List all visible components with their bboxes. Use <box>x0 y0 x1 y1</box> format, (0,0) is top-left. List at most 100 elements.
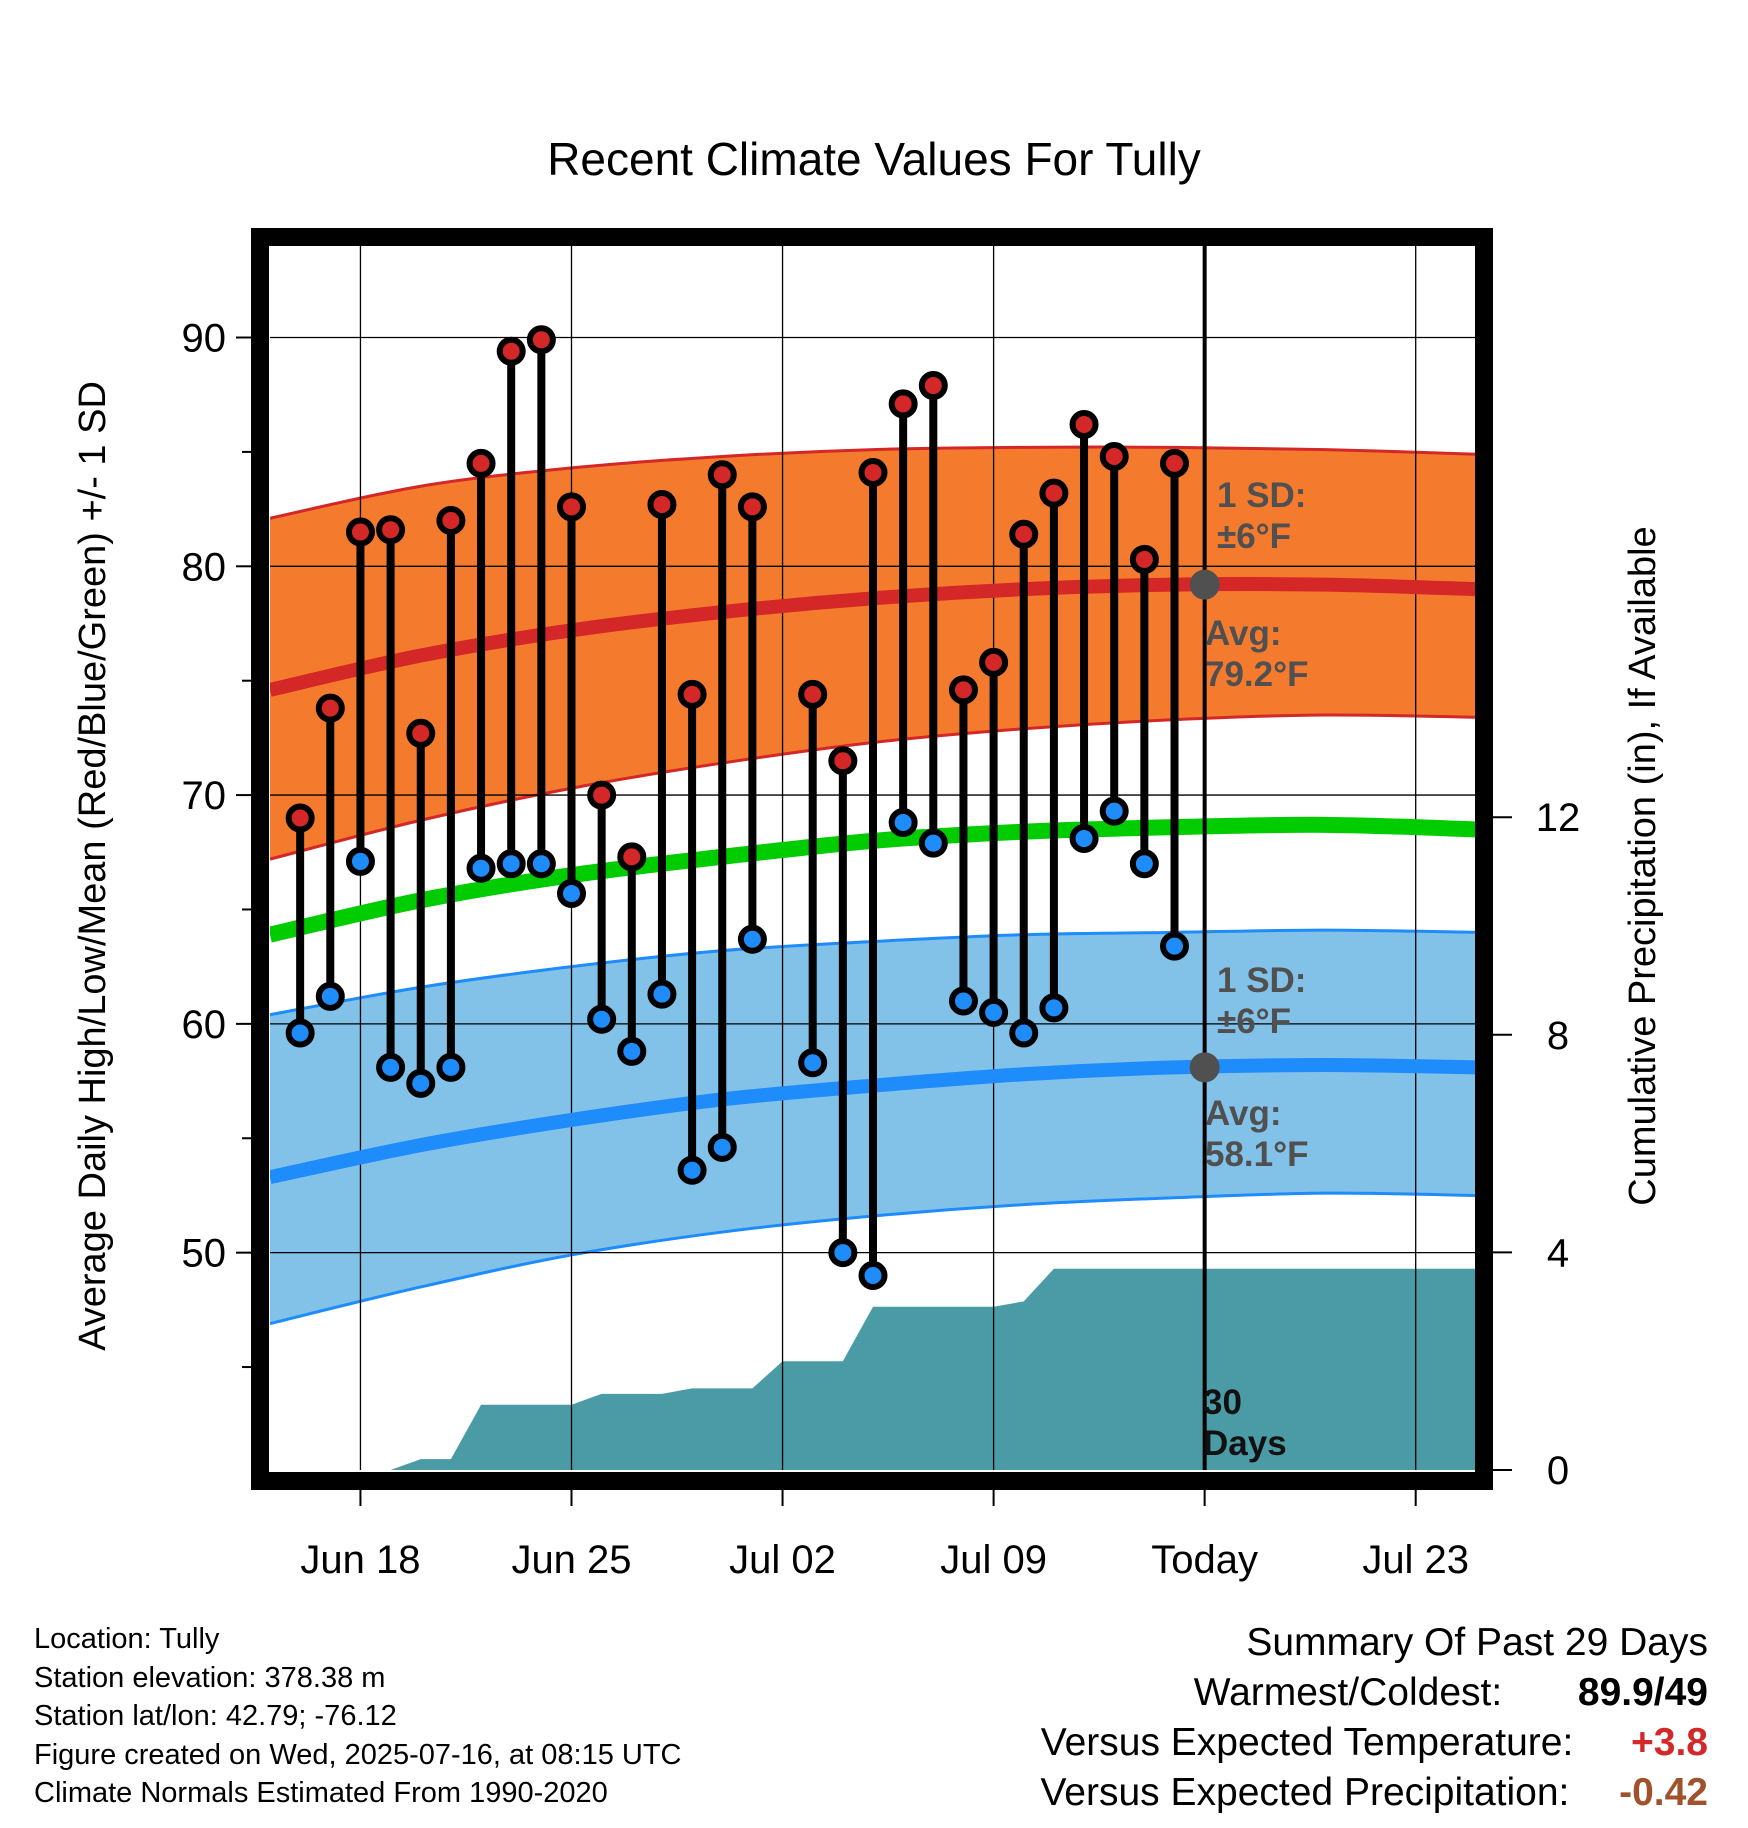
summary-temp-label: Versus Expected Temperature: <box>1040 1721 1574 1764</box>
low-point <box>1069 824 1099 854</box>
low-point <box>285 1018 315 1048</box>
high-point <box>737 492 767 522</box>
today-low-avg-marker <box>1189 1052 1220 1083</box>
low-point <box>496 849 526 879</box>
low-point <box>979 997 1009 1027</box>
x-tick-label: Jun 25 <box>511 1538 631 1582</box>
high-point <box>1009 519 1039 549</box>
high-point <box>376 515 406 545</box>
y2-tick-label: 4 <box>1547 1231 1569 1275</box>
low-point <box>1129 849 1159 879</box>
low-point <box>647 979 677 1009</box>
low-point <box>587 1004 617 1034</box>
chart-title: Recent Climate Values For Tully <box>547 133 1201 185</box>
low-point <box>315 981 345 1011</box>
x-tick-label: Jul 02 <box>729 1538 836 1582</box>
low-point <box>1099 796 1129 826</box>
high-point <box>285 803 315 833</box>
low-point <box>617 1036 647 1066</box>
y2-axis-label: Cumulative Precipitation (in), If Availa… <box>1622 526 1664 1205</box>
summary-precip: Versus Expected Precipitation: -0.42 <box>1040 1770 1708 1816</box>
y-tick-label: 70 <box>182 774 227 818</box>
annotation-low-sd-line2: ±6°F <box>1217 1002 1291 1041</box>
annotation-low-avg-line1: Avg: <box>1205 1094 1281 1133</box>
y2-tick-label: 12 <box>1536 796 1581 840</box>
high-point <box>1129 544 1159 574</box>
low-point <box>1160 931 1189 961</box>
x-tick-label: Jun 18 <box>300 1538 420 1582</box>
info-elevation: Station elevation: 378.38 m <box>34 1662 386 1694</box>
high-point <box>1069 409 1099 439</box>
summary-title: Summary Of Past 29 Days <box>1246 1621 1708 1664</box>
high-point <box>315 693 345 723</box>
annotation-high-sd-line1: 1 SD: <box>1217 476 1306 515</box>
info-location: Location: Tully <box>34 1623 220 1655</box>
high-point <box>436 506 466 536</box>
low-point <box>466 853 496 883</box>
low-point <box>345 846 375 876</box>
low-point <box>828 1238 858 1268</box>
high-point <box>406 718 436 748</box>
high-point <box>617 842 647 872</box>
high-point <box>1039 478 1069 508</box>
y-tick-label: 60 <box>182 1003 227 1047</box>
low-point <box>406 1068 436 1098</box>
high-point <box>496 336 526 366</box>
y-axis-label: Average Daily High/Low/Mean (Red/Blue/Gr… <box>72 381 114 1351</box>
high-sd-band-upper-edge <box>270 445 1476 520</box>
summary-temp-value: +3.8 <box>1631 1721 1708 1764</box>
climate-chart: Recent Climate Values For Tully 1 SD:±6°… <box>72 133 1664 1600</box>
x-tick-label: Today <box>1151 1538 1258 1582</box>
high-point <box>948 675 978 705</box>
info-latlon: Station lat/lon: 42.79; -76.12 <box>34 1700 397 1732</box>
annotation-high-avg-line1: Avg: <box>1205 614 1281 653</box>
summary-precip-label: Versus Expected Precipitation: <box>1040 1771 1570 1814</box>
low-point <box>858 1261 888 1291</box>
high-point <box>345 517 375 547</box>
high-point <box>557 492 586 522</box>
low-point <box>707 1132 737 1162</box>
low-point <box>677 1155 707 1185</box>
summary-warmest: Warmest/Coldest: 89.9/49 <box>1194 1670 1708 1716</box>
low-point <box>888 808 918 838</box>
annotation-days-line2: Days <box>1203 1424 1287 1463</box>
y-tick-label: 90 <box>182 317 227 361</box>
y2-tick-label: 0 <box>1547 1449 1569 1493</box>
y2-tick-label: 8 <box>1547 1014 1569 1058</box>
high-point <box>979 647 1009 677</box>
high-point <box>798 679 828 709</box>
high-point <box>526 325 556 355</box>
low-point <box>436 1052 466 1082</box>
high-point <box>587 780 617 810</box>
high-point <box>1099 441 1129 471</box>
high-point <box>828 746 858 776</box>
low-point <box>798 1048 828 1078</box>
annotation-days-line1: 30 <box>1203 1383 1242 1422</box>
high-point <box>888 389 918 419</box>
low-point <box>1039 993 1069 1023</box>
low-point <box>737 924 767 954</box>
summary-warmest-value: 89.9/49 <box>1577 1671 1708 1714</box>
annotation-high-avg-line2: 79.2°F <box>1205 655 1309 694</box>
info-normals: Climate Normals Estimated From 1990-2020 <box>34 1777 608 1809</box>
x-tick-label: Jul 09 <box>940 1538 1047 1582</box>
summary-warmest-label: Warmest/Coldest: <box>1193 1671 1503 1714</box>
high-point <box>466 448 496 478</box>
high-point <box>1160 448 1189 478</box>
low-point <box>376 1052 406 1082</box>
low-point <box>918 828 948 858</box>
high-point <box>707 460 737 490</box>
high-point <box>677 679 707 709</box>
plot-frame <box>251 228 1493 1490</box>
annotation-low-avg-line2: 58.1°F <box>1205 1135 1309 1174</box>
today-high-avg-marker <box>1189 569 1220 600</box>
summary-precip-value: -0.42 <box>1619 1771 1708 1814</box>
high-point <box>918 371 948 401</box>
low-point <box>1009 1018 1039 1048</box>
low-point <box>557 878 586 908</box>
annotation-high-sd-line2: ±6°F <box>1217 517 1291 556</box>
x-axis-label: Day <box>840 1595 908 1600</box>
x-tick-label: Jul 23 <box>1362 1538 1469 1582</box>
low-point <box>526 849 556 879</box>
info-created: Figure created on Wed, 2025-07-16, at 08… <box>34 1739 682 1771</box>
